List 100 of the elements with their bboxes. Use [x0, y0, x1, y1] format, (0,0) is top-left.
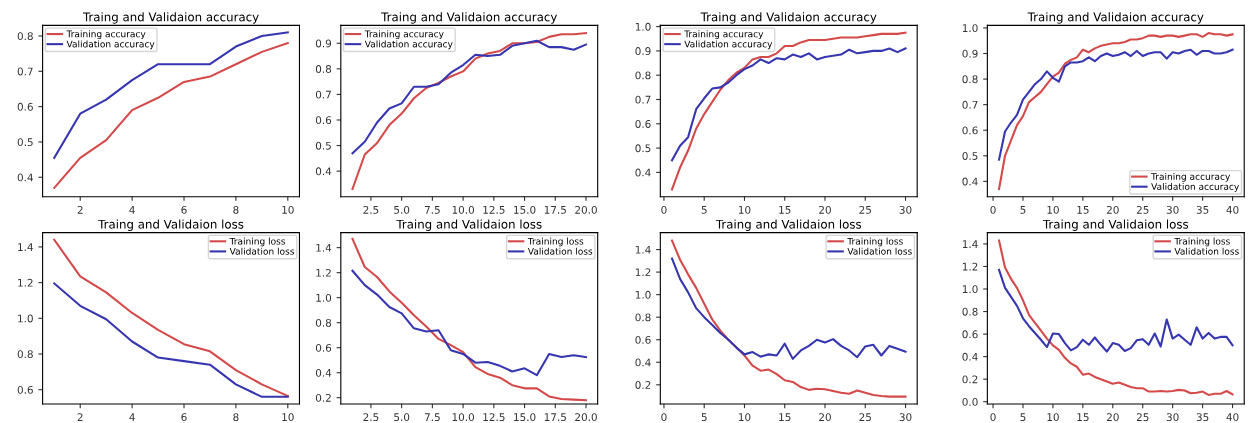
x-tick-label: 0	[661, 205, 667, 214]
chart-title: Traing and Validaion accuracy	[1027, 12, 1204, 24]
line-series	[351, 32, 588, 191]
y-tick-label: 0.7	[635, 95, 651, 104]
y-tick-label: 0.8	[315, 318, 332, 327]
chart-title: Traing and Validaion loss	[715, 219, 862, 231]
x-tick-label: 30	[899, 205, 912, 214]
y-tick-label: 0.0	[962, 397, 978, 406]
chart-title: Traing and Validaion accuracy	[700, 12, 877, 24]
y-tick-label: 0.6	[962, 330, 978, 339]
legend-label: Training loss	[229, 237, 286, 247]
x-tick-label: 15	[1077, 413, 1089, 422]
x-tick-label: 10	[738, 413, 751, 422]
line-series	[53, 31, 289, 159]
legend-label: Validation loss	[229, 247, 295, 255]
x-tick-label: 25	[859, 413, 871, 422]
line-series	[670, 257, 907, 360]
y-tick-label: 0.6	[17, 102, 33, 111]
y-tick-label: 1.4	[635, 245, 651, 254]
x-tick-label: 10	[1047, 413, 1059, 422]
x-tick-label: 0	[990, 205, 996, 214]
y-tick-label: 1.0	[18, 314, 33, 323]
line-series	[670, 31, 907, 191]
legend-label: Training loss	[527, 237, 584, 247]
x-tick-label: 15	[779, 206, 791, 214]
y-tick-label: 0.2	[635, 381, 651, 389]
x-tick-label: 2	[77, 205, 83, 214]
y-tick-label: 0.2	[315, 393, 331, 402]
y-tick-label: 1.2	[316, 268, 331, 277]
y-tick-label: 0.8	[635, 313, 651, 322]
y-tick-label: 0.8	[17, 32, 33, 41]
legend-label: Validation accuracy	[364, 40, 453, 50]
x-tick-label: 10.0	[452, 205, 475, 214]
y-tick-label: 1.2	[962, 262, 978, 271]
x-tick-label: 0	[990, 413, 996, 422]
x-tick-label: 2	[77, 413, 83, 421]
chart-title: Traing and Validaion loss	[98, 219, 244, 231]
x-tick-label: 5	[701, 206, 707, 214]
x-tick-label: 20.0	[575, 413, 597, 422]
x-tick-label: 5.0	[394, 205, 410, 214]
y-tick-label: 0.9	[962, 49, 978, 58]
x-tick-label: 20	[1106, 205, 1119, 214]
y-tick-label: 1.4	[316, 244, 332, 252]
x-tick-label: 30	[899, 413, 912, 422]
x-tick-label: 5	[1020, 206, 1026, 214]
legend-label: Validation loss	[527, 247, 593, 255]
x-tick-label: 0	[661, 413, 667, 422]
chart-title: Traing and Validaion accuracy	[381, 12, 557, 24]
x-tick-label: 20	[819, 413, 831, 422]
y-tick-label: 0.6	[17, 385, 33, 394]
line-series	[53, 282, 289, 398]
y-tick-label: 0.8	[315, 65, 332, 73]
x-tick-label: 2.5	[363, 413, 379, 422]
y-tick-label: 0.6	[635, 120, 651, 128]
x-tick-label: 8	[233, 205, 239, 214]
y-tick-label: 1.0	[962, 24, 978, 33]
y-tick-label: 0.8	[17, 350, 33, 359]
x-tick-label: 35	[1196, 413, 1209, 422]
y-tick-label: 0.9	[315, 39, 332, 48]
y-tick-label: 1.0	[962, 285, 978, 294]
x-tick-label: 25	[859, 205, 871, 214]
y-tick-label: 0.4	[17, 173, 33, 182]
x-tick-label: 12.5	[483, 413, 505, 422]
x-tick-label: 7.5	[424, 413, 440, 422]
legend-label: Validation loss	[847, 247, 912, 255]
legend-label: Training loss	[847, 237, 903, 247]
legend-label: Training accuracy	[684, 30, 764, 40]
x-tick-label: 40	[1226, 413, 1239, 422]
line-series	[351, 269, 588, 377]
y-tick-label: 0.8	[962, 75, 978, 84]
y-tick-label: 0.8	[635, 71, 651, 80]
x-tick-label: 30	[1166, 205, 1179, 214]
x-tick-label: 7.5	[424, 206, 440, 214]
y-tick-label: 0.4	[315, 368, 332, 377]
y-tick-label: 0.9	[635, 47, 651, 55]
x-tick-label: 15	[1077, 206, 1089, 214]
x-tick-label: 10.0	[452, 413, 475, 422]
x-tick-label: 15	[779, 413, 791, 422]
x-tick-label: 20.0	[575, 205, 597, 214]
legend-label: Validation accuracy	[66, 40, 155, 50]
x-tick-label: 40	[1226, 205, 1239, 214]
x-tick-label: 5	[1020, 413, 1026, 422]
y-tick-label: 1.0	[316, 293, 332, 302]
line-series	[998, 48, 1234, 161]
x-tick-label: 4	[129, 206, 135, 214]
x-tick-label: 10	[282, 205, 294, 214]
y-tick-label: 0.5	[17, 138, 33, 147]
x-tick-label: 10	[738, 205, 751, 214]
y-tick-label: 0.5	[315, 141, 331, 150]
x-tick-label: 15.0	[514, 205, 536, 214]
x-tick-label: 15.0	[514, 413, 536, 422]
y-tick-label: 0.8	[962, 307, 978, 316]
y-tick-label: 0.4	[962, 352, 978, 361]
y-tick-label: 0.6	[635, 335, 651, 344]
legend-label: Validation accuracy	[1151, 182, 1239, 192]
y-tick-label: 0.7	[17, 67, 33, 76]
legend-label: Training accuracy	[364, 30, 444, 40]
y-tick-label: 0.6	[315, 116, 332, 125]
x-tick-label: 20	[819, 205, 831, 214]
x-tick-label: 8	[233, 413, 239, 422]
